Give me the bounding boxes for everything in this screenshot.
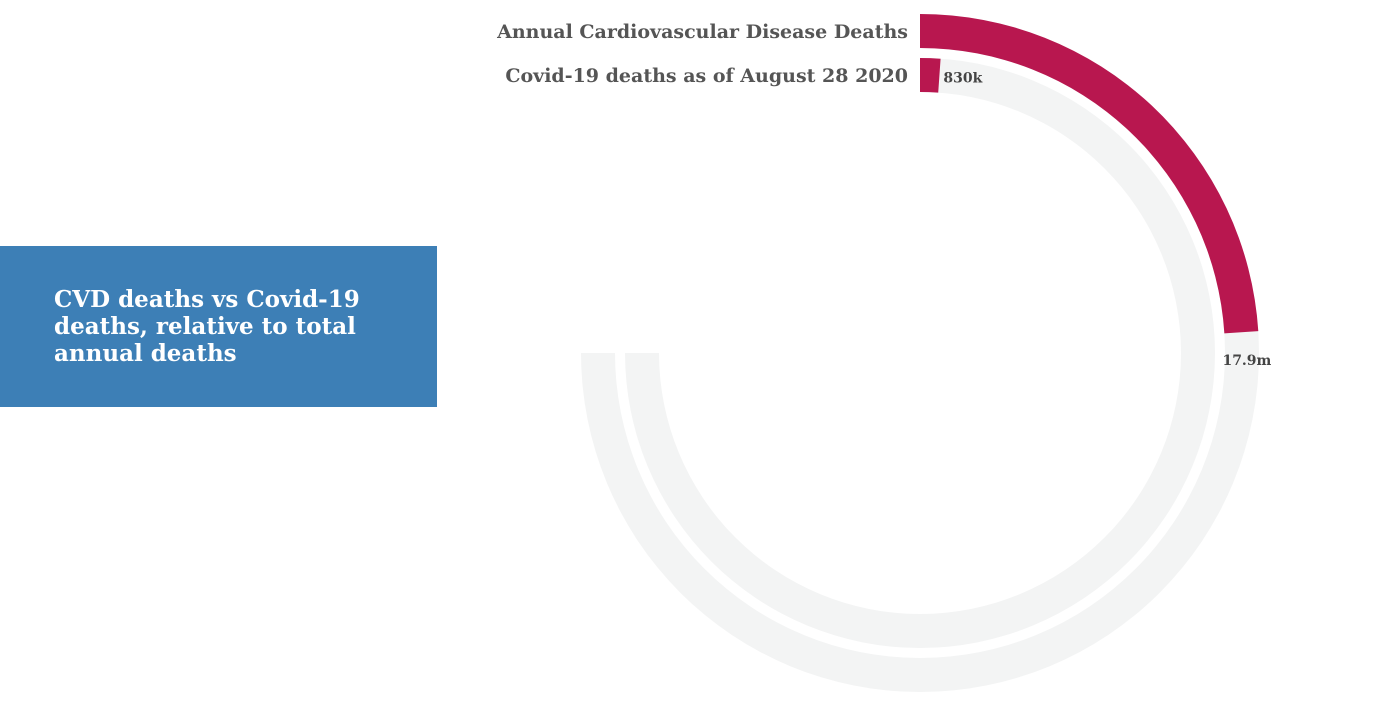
bar-2[interactable]: [920, 58, 941, 93]
category-label-2: Covid-19 deaths as of August 28 2020: [505, 65, 908, 87]
data-label-1: 17.9m: [1222, 353, 1271, 369]
title-box: CVD deaths vs Covid-19 deaths, relative …: [0, 246, 437, 407]
category-label-1: Annual Cardiovascular Disease Deaths: [496, 21, 908, 43]
chart-title: CVD deaths vs Covid-19 deaths, relative …: [54, 286, 360, 367]
bar-1[interactable]: [920, 14, 1259, 334]
track-2: [625, 58, 1215, 648]
data-label-2: 830k: [943, 71, 982, 87]
